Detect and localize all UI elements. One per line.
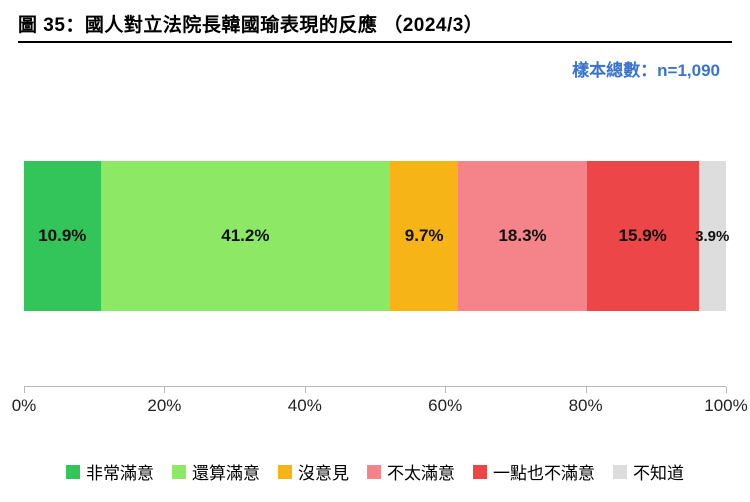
legend-label: 一點也不滿意 <box>493 459 595 484</box>
x-tick-label: 80% <box>569 396 603 416</box>
legend-item: 還算滿意 <box>172 459 260 484</box>
legend-item: 非常滿意 <box>66 459 154 484</box>
tick-mark <box>305 387 306 393</box>
x-axis <box>24 386 726 387</box>
bar-segment: 3.9% <box>699 161 726 311</box>
legend-label: 不太滿意 <box>387 459 455 484</box>
legend-label: 沒意見 <box>298 459 349 484</box>
legend-label: 還算滿意 <box>192 459 260 484</box>
tick-mark <box>24 387 25 393</box>
title-bar: 圖 35：國人對立法院長韓國瑜表現的反應 （2024/3） <box>18 10 732 43</box>
legend-swatch <box>66 465 80 479</box>
bar-segment-value: 41.2% <box>221 226 269 246</box>
chart-container: 圖 35：國人對立法院長韓國瑜表現的反應 （2024/3） 樣本總數：n=1,0… <box>0 0 750 502</box>
legend-item: 一點也不滿意 <box>473 459 595 484</box>
bar-segment: 10.9% <box>24 161 101 311</box>
x-tick-label: 60% <box>428 396 462 416</box>
bar-segment: 18.3% <box>458 161 587 311</box>
x-tick-label: 20% <box>147 396 181 416</box>
stacked-bar: 10.9% 41.2% 9.7% 18.3% 15.9% 3.9% <box>24 161 726 311</box>
bar-segment-value: 3.9% <box>695 228 729 245</box>
legend-swatch <box>367 465 381 479</box>
tick-mark <box>445 387 446 393</box>
bar-segment: 41.2% <box>101 161 391 311</box>
bar-segment-value: 10.9% <box>38 226 86 246</box>
tick-mark <box>164 387 165 393</box>
legend-swatch <box>473 465 487 479</box>
legend-label: 非常滿意 <box>86 459 154 484</box>
chart-title: 圖 35：國人對立法院長韓國瑜表現的反應 （2024/3） <box>18 10 732 37</box>
x-tick-label: 40% <box>288 396 322 416</box>
x-tick-label: 100% <box>704 396 747 416</box>
plot-area: 0% 20% 40% 60% 80% 100% 10.9%41.2%9.7%18… <box>24 86 726 386</box>
legend-swatch <box>613 465 627 479</box>
sample-size-label: 樣本總數：n=1,090 <box>572 56 720 81</box>
tick-mark <box>586 387 587 393</box>
bar-segment-value: 9.7% <box>405 226 444 246</box>
legend-swatch <box>278 465 292 479</box>
x-tick-label: 0% <box>12 396 37 416</box>
legend-label: 不知道 <box>633 459 684 484</box>
legend: 非常滿意 還算滿意 沒意見 不太滿意 一點也不滿意 不知道 <box>0 459 750 484</box>
legend-swatch <box>172 465 186 479</box>
bar-segment: 9.7% <box>390 161 458 311</box>
bar-segment-value: 18.3% <box>498 226 546 246</box>
tick-mark <box>726 387 727 393</box>
legend-item: 不知道 <box>613 459 684 484</box>
legend-item: 不太滿意 <box>367 459 455 484</box>
bar-segment-value: 15.9% <box>619 226 667 246</box>
bar-segment: 15.9% <box>587 161 699 311</box>
legend-item: 沒意見 <box>278 459 349 484</box>
